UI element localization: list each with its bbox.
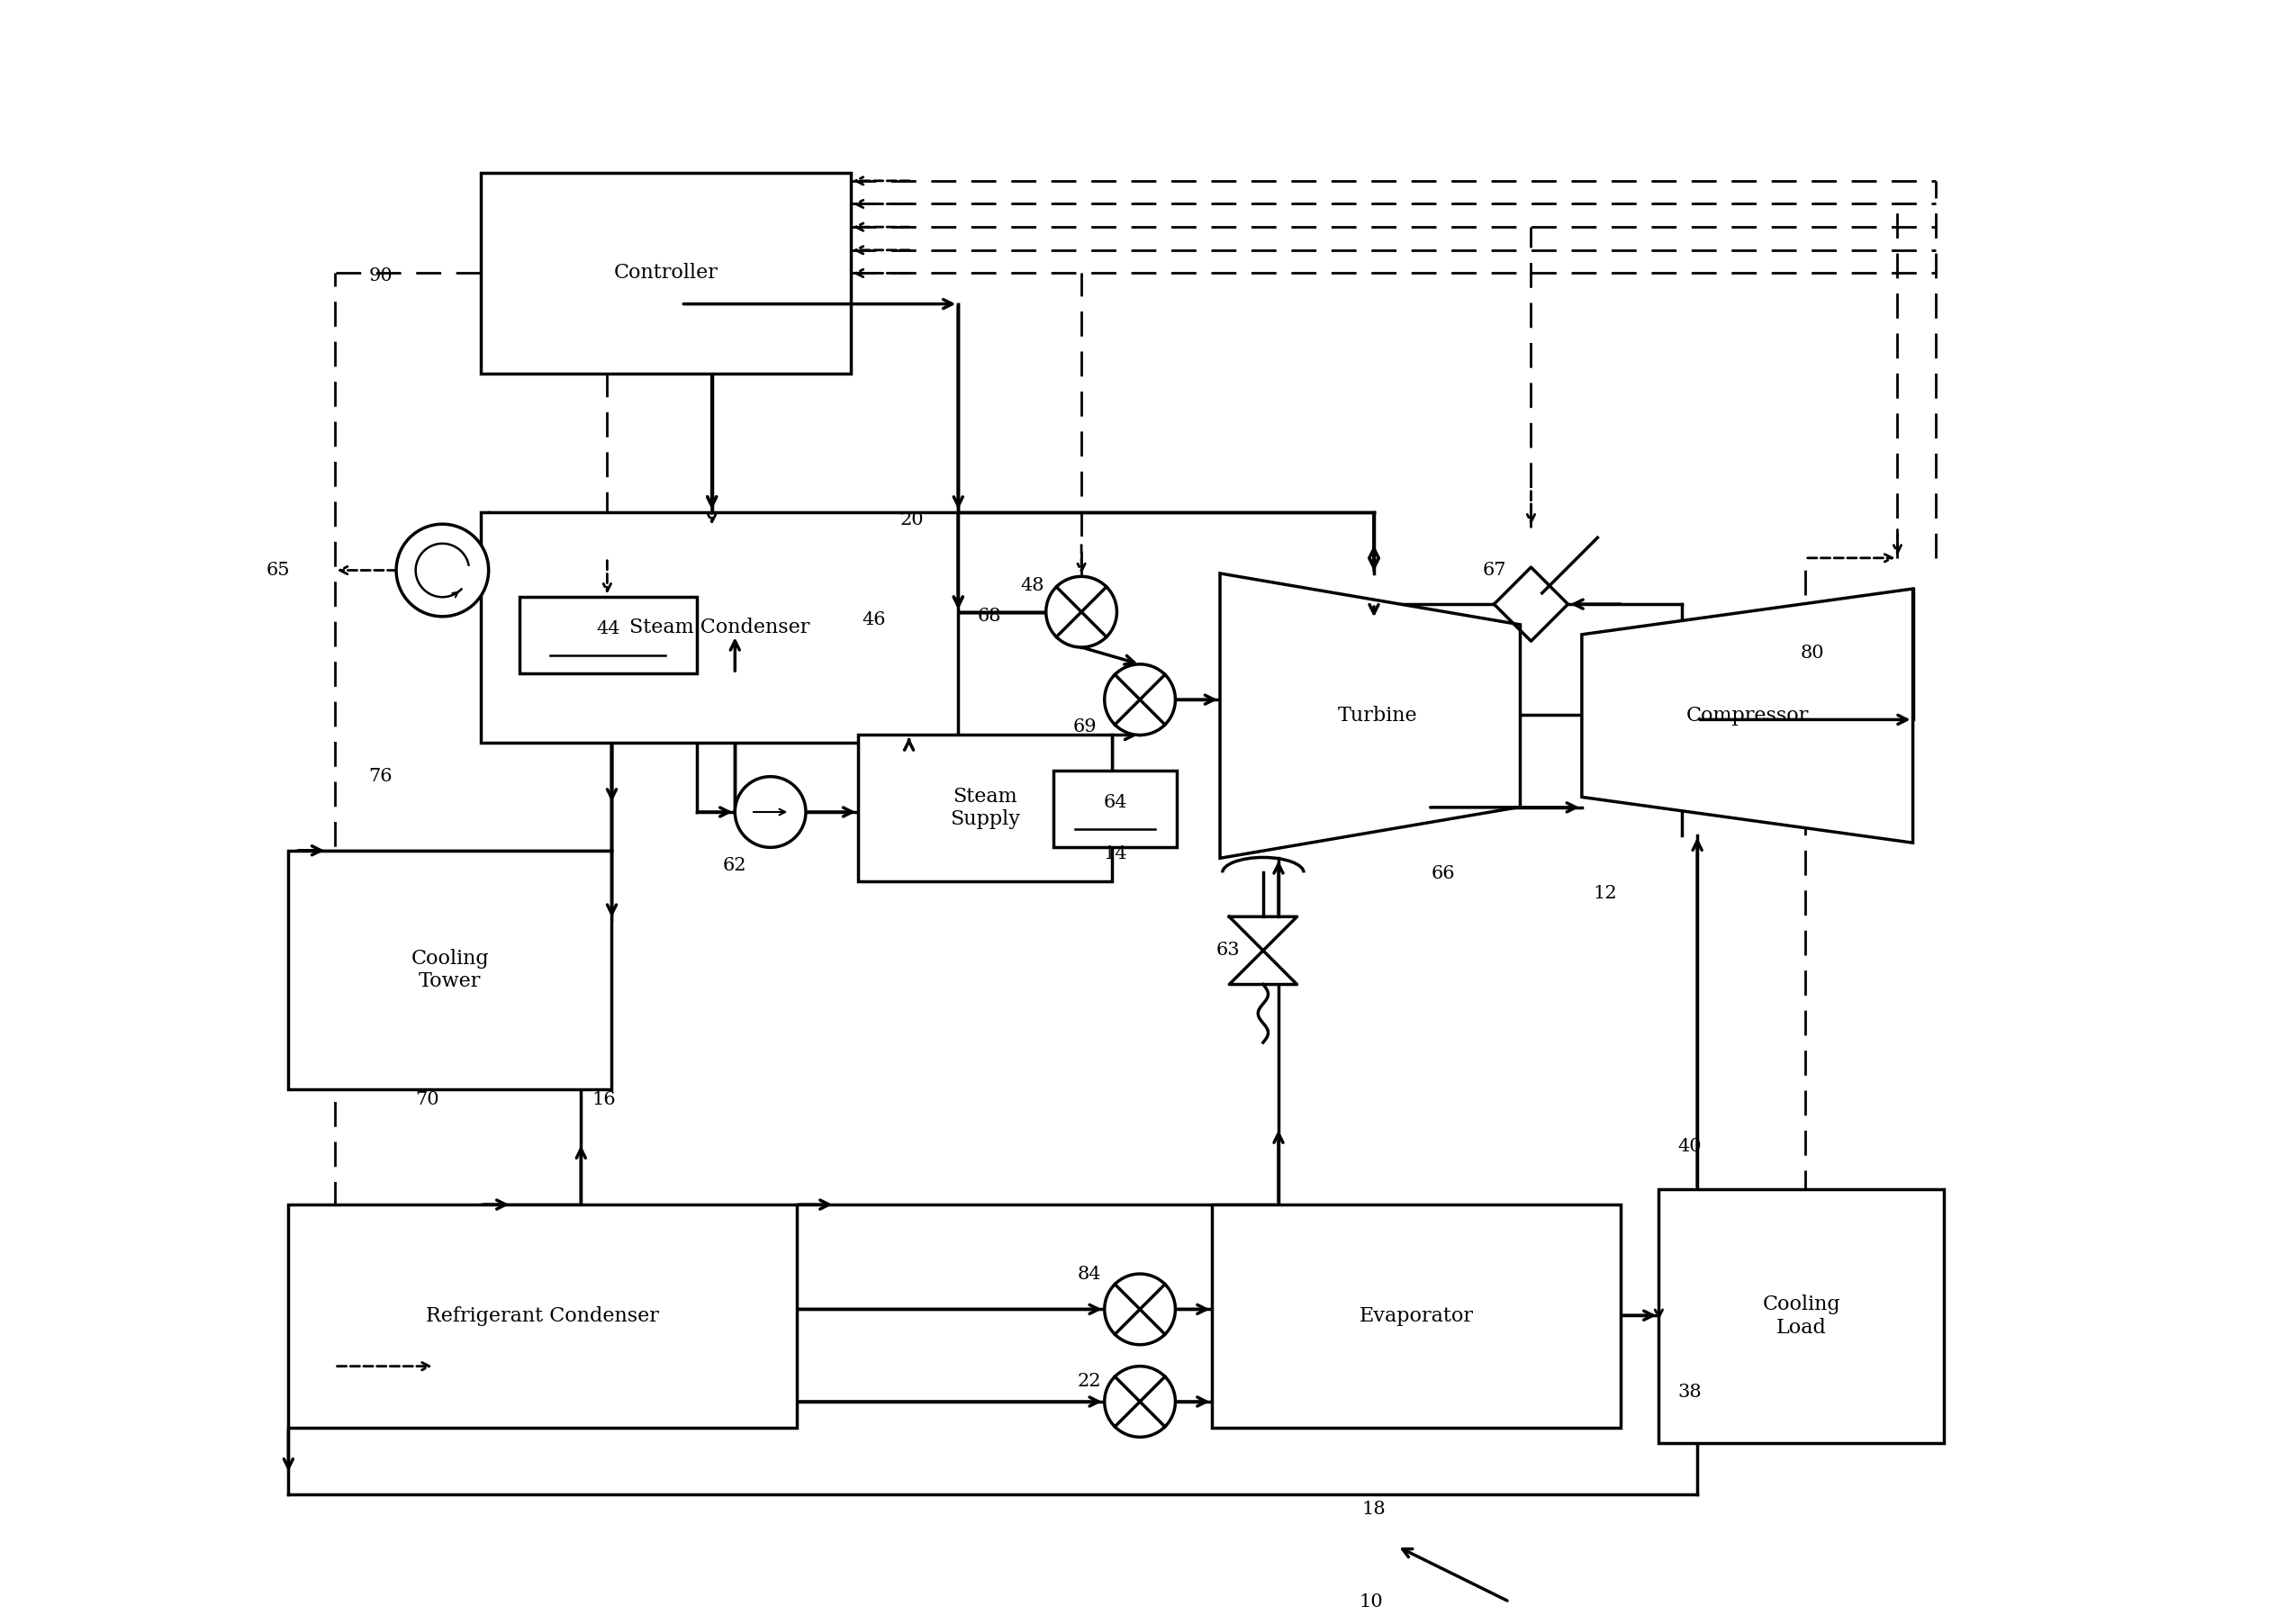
Text: Compressor: Compressor [1687, 706, 1808, 726]
Text: 10: 10 [1358, 1593, 1383, 1611]
Text: 90: 90 [368, 268, 393, 284]
Text: 18: 18 [1362, 1501, 1385, 1518]
Text: 70: 70 [416, 1091, 439, 1109]
Bar [1660, 1189, 1943, 1444]
Text: Steam
Supply: Steam Supply [951, 786, 1020, 830]
Circle shape [1104, 1273, 1175, 1345]
Circle shape [736, 776, 805, 848]
Text: 16: 16 [592, 1091, 615, 1109]
Text: 40: 40 [1678, 1137, 1701, 1155]
Text: 20: 20 [901, 512, 924, 528]
Bar [1212, 1205, 1621, 1427]
Bar [480, 174, 850, 374]
Circle shape [1104, 1366, 1175, 1437]
Text: 66: 66 [1431, 866, 1456, 882]
Text: 68: 68 [976, 607, 1001, 625]
Bar [857, 736, 1113, 882]
Circle shape [1047, 577, 1118, 648]
Text: Turbine: Turbine [1337, 706, 1417, 726]
Text: 46: 46 [862, 611, 885, 628]
Text: 76: 76 [368, 768, 393, 784]
Polygon shape [1582, 590, 1913, 843]
Text: Cooling
Load: Cooling Load [1763, 1294, 1840, 1338]
Circle shape [395, 525, 489, 617]
Text: Cooling
Tower: Cooling Tower [411, 948, 489, 991]
Text: 65: 65 [265, 562, 290, 578]
Text: Refrigerant Condenser: Refrigerant Condenser [425, 1306, 658, 1327]
Text: 38: 38 [1678, 1384, 1701, 1402]
Text: 67: 67 [1481, 562, 1506, 578]
Text: 64: 64 [1104, 794, 1127, 812]
Circle shape [1104, 664, 1175, 736]
Text: Steam Condenser: Steam Condenser [629, 617, 809, 637]
Text: 84: 84 [1077, 1265, 1102, 1283]
Bar [480, 512, 958, 742]
Text: 69: 69 [1072, 719, 1097, 736]
Bar [288, 851, 613, 1090]
Text: 22: 22 [1077, 1372, 1102, 1390]
Polygon shape [1221, 573, 1520, 857]
Text: Controller: Controller [613, 263, 718, 283]
Text: 48: 48 [1020, 577, 1045, 594]
Text: 14: 14 [1104, 844, 1127, 862]
Bar [288, 1205, 796, 1427]
Text: 80: 80 [1801, 645, 1824, 663]
Bar [1054, 770, 1177, 848]
Text: Evaporator: Evaporator [1360, 1306, 1474, 1327]
Text: 44: 44 [597, 620, 620, 637]
Text: 62: 62 [722, 857, 748, 874]
Bar [519, 596, 697, 674]
Text: 63: 63 [1216, 942, 1239, 960]
Text: 12: 12 [1593, 885, 1616, 903]
